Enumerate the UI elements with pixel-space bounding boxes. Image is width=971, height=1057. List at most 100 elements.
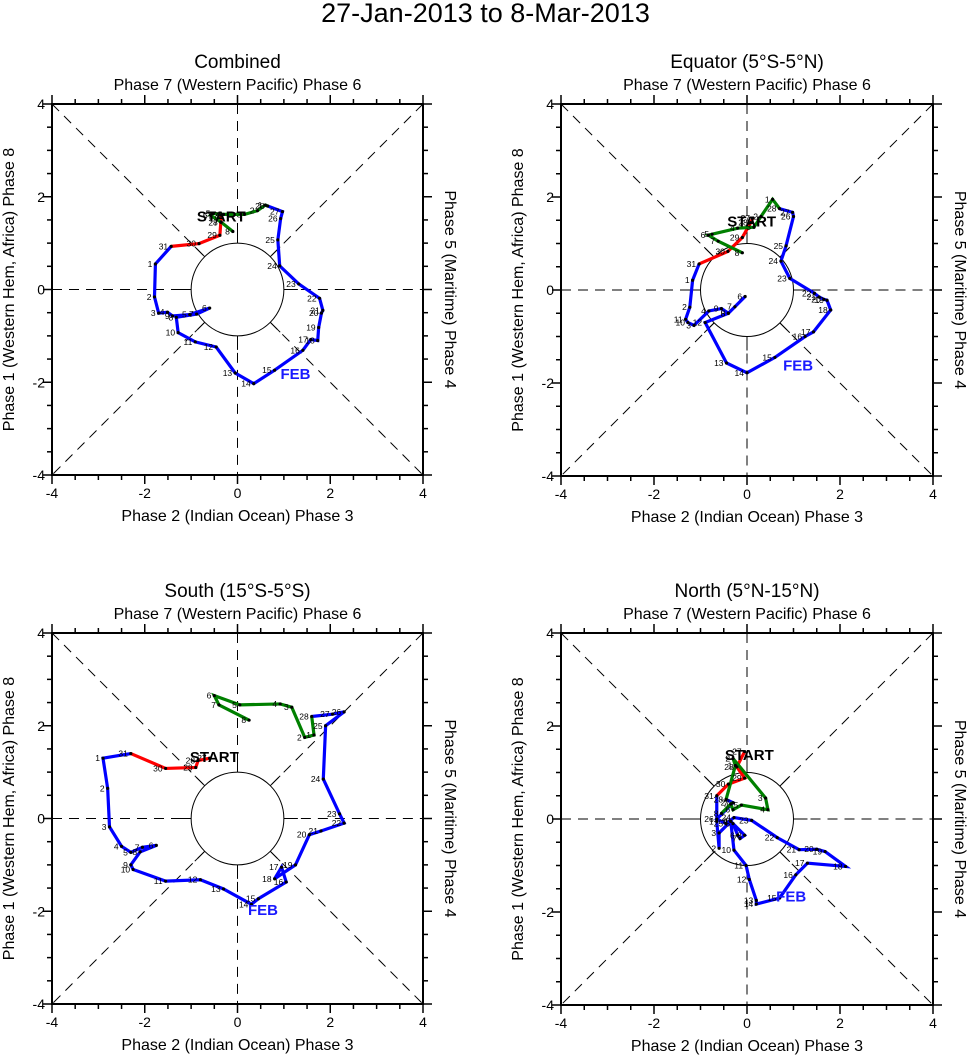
- day-label: 1: [765, 194, 770, 204]
- guide-line: [560, 322, 715, 477]
- data-point: [751, 216, 755, 220]
- x-axis-label: Phase 2 (Indian Ocean) Phase 3: [631, 509, 863, 526]
- guide-line: [269, 632, 424, 787]
- day-label: 3: [237, 209, 242, 219]
- data-point: [731, 808, 735, 812]
- data-point: [209, 213, 213, 217]
- y-tick-label: 2: [37, 718, 45, 734]
- day-label: 2: [725, 754, 730, 764]
- day-label: 28: [724, 762, 734, 772]
- start-label: START: [197, 208, 246, 225]
- day-label: 1: [258, 200, 263, 210]
- y-tick-label: 4: [546, 625, 554, 641]
- data-point: [717, 846, 721, 850]
- data-point: [247, 718, 251, 722]
- data-point: [759, 214, 763, 219]
- day-label: 3: [284, 702, 289, 712]
- data-point: [736, 833, 740, 837]
- data-point: [196, 758, 200, 763]
- data-point: [729, 802, 733, 806]
- day-label: 26: [268, 214, 278, 224]
- data-point: [301, 348, 305, 352]
- data-point: [342, 710, 346, 714]
- data-point: [719, 811, 724, 816]
- day-label: 26: [704, 814, 714, 824]
- data-point: [278, 702, 282, 706]
- day-label: 16: [793, 332, 803, 342]
- day-label: 7: [189, 309, 194, 319]
- day-label: 22: [765, 833, 775, 843]
- day-label: 1: [709, 816, 714, 826]
- data-point: [129, 751, 133, 756]
- data-point: [775, 836, 779, 840]
- circle-tick: [194, 850, 206, 862]
- guide-line: [51, 321, 206, 476]
- day-label: 2: [711, 843, 716, 853]
- data-point: [138, 850, 142, 854]
- data-point: [219, 220, 223, 224]
- data-point: [324, 724, 328, 728]
- y-tick-label: 4: [37, 625, 45, 641]
- x-tick-label: 0: [743, 486, 751, 502]
- y-tick-label: 2: [546, 718, 554, 734]
- data-point: [319, 829, 323, 833]
- unit-circle: [190, 771, 285, 866]
- day-label: 10: [121, 865, 131, 875]
- start-label: START: [725, 747, 774, 764]
- day-label: 4: [701, 306, 706, 316]
- data-point: [752, 225, 756, 229]
- y-tick-label: -4: [542, 468, 555, 484]
- day-label: 10: [722, 845, 732, 855]
- day-label: 9: [165, 311, 170, 321]
- day-label: 18: [305, 336, 315, 346]
- x-tick-label: 4: [419, 1014, 427, 1030]
- day-label: 8: [241, 715, 246, 725]
- x-tick-label: 0: [234, 1014, 242, 1030]
- x-tick-label: 2: [326, 485, 334, 501]
- top-axis-label: Phase 7 (Western Pacific) Phase 6: [623, 77, 871, 94]
- data-point: [198, 878, 202, 882]
- y-tick-label: 4: [37, 96, 45, 112]
- day-label: 27: [741, 213, 751, 223]
- x-tick-label: 0: [743, 1015, 751, 1031]
- top-axis-label: Phase 7 (Western Pacific) Phase 6: [114, 606, 362, 623]
- day-label: 18: [818, 305, 828, 315]
- data-point: [739, 803, 744, 807]
- data-point: [279, 865, 284, 869]
- day-label: 3: [711, 828, 716, 838]
- data-point: [321, 308, 325, 312]
- day-label: 31: [687, 259, 697, 269]
- day-label: 16: [783, 870, 793, 880]
- day-label: 25: [313, 721, 323, 731]
- data-point: [256, 897, 260, 901]
- day-label: 1: [685, 275, 690, 285]
- y-tick-label: 0: [37, 811, 45, 827]
- day-label: 16: [290, 345, 300, 355]
- data-point: [214, 345, 218, 349]
- x-tick-label: -4: [46, 485, 59, 501]
- data-point: [194, 765, 198, 770]
- data-point: [744, 863, 748, 868]
- x-tick-label: -2: [139, 485, 152, 501]
- data-point: [330, 712, 335, 716]
- data-point: [797, 848, 801, 852]
- day-label: 17: [801, 327, 811, 337]
- data-point: [706, 233, 711, 237]
- data-point: [129, 863, 133, 867]
- data-point: [726, 311, 731, 315]
- day-label: 21: [310, 305, 320, 315]
- guide-line: [560, 103, 715, 258]
- x-tick-label: 2: [836, 486, 844, 502]
- day-label: 13: [714, 358, 724, 368]
- y-axis-label: Phase 1 (Western Hem, Africa) Phase 8: [1, 148, 18, 431]
- data-point: [829, 308, 833, 312]
- day-label: 6: [737, 292, 742, 302]
- guide-line: [779, 851, 934, 1006]
- data-point: [217, 703, 221, 707]
- data-point: [719, 307, 724, 311]
- day-label: 3: [102, 822, 107, 832]
- guide-line: [269, 103, 424, 258]
- top-axis-label: Phase 7 (Western Pacific) Phase 6: [114, 77, 362, 94]
- guide-line: [560, 851, 715, 1006]
- day-label: 28: [208, 217, 218, 227]
